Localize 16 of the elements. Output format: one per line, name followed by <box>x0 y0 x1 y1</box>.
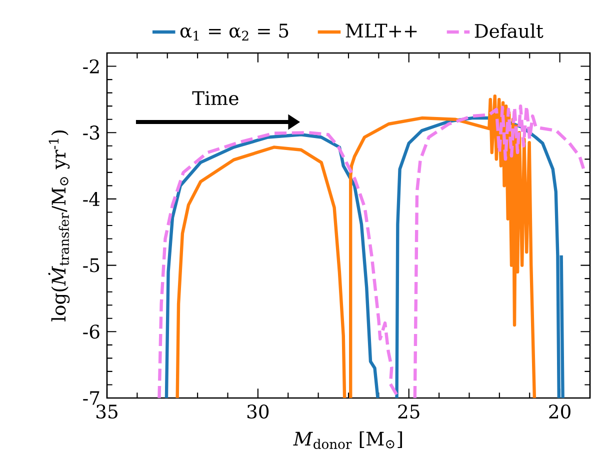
x-tick-label: 30 <box>247 404 269 419</box>
legend-label: MLT++ <box>346 24 417 38</box>
y-tick-label: -5 <box>83 258 100 272</box>
y-tick-label: -7 <box>83 391 100 405</box>
annotation: Time <box>192 91 238 106</box>
x-tick-label: 20 <box>549 404 570 419</box>
y-tick-label: -4 <box>83 192 100 206</box>
x-tick-label: 25 <box>398 404 420 419</box>
x-tick-label: 35 <box>96 404 118 419</box>
legend-label: Default <box>474 24 544 38</box>
y-tick-label: -6 <box>83 324 100 339</box>
legend-label: α$_{1}$ = α$_{2}$ = 5 <box>180 24 288 40</box>
x-axis-title: M$_{donor}$ [M$_{⊙}$] <box>293 431 402 450</box>
y-tick-label: -2 <box>83 59 99 74</box>
y-axis-title: log(Ṁ$_{transfer}$/M$_{⊙}$ yr$^{-1}$) <box>48 130 70 322</box>
y-tick-label: -3 <box>83 126 100 140</box>
